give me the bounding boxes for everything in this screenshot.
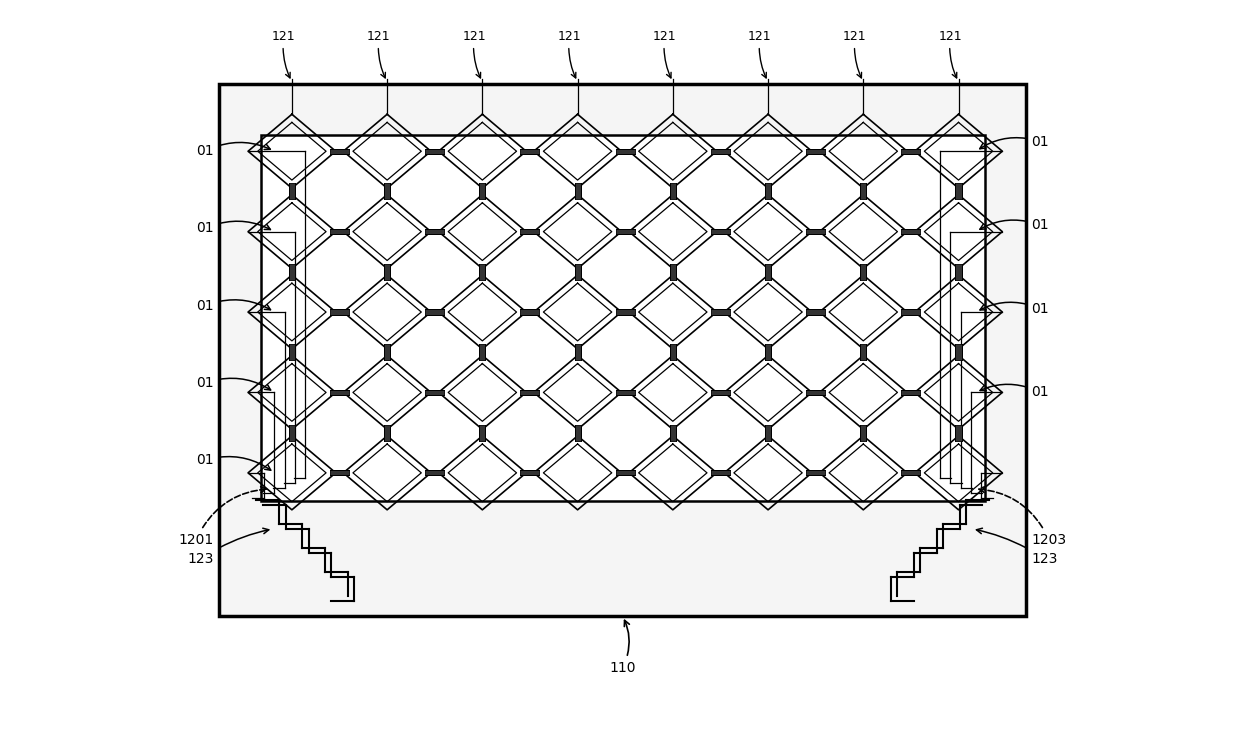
Bar xyxy=(574,264,580,280)
Bar xyxy=(521,310,539,315)
Text: 123: 123 xyxy=(187,529,269,566)
Bar xyxy=(956,184,961,200)
Bar xyxy=(480,264,485,280)
Bar xyxy=(765,184,771,200)
Bar xyxy=(861,264,867,280)
Bar xyxy=(289,184,295,200)
Bar xyxy=(861,184,867,200)
Bar xyxy=(806,470,825,475)
Bar xyxy=(219,84,1027,616)
Bar xyxy=(616,229,635,234)
Bar xyxy=(711,470,730,475)
Text: 01: 01 xyxy=(196,299,270,313)
Text: 01: 01 xyxy=(196,143,270,158)
Bar xyxy=(861,425,867,441)
Bar xyxy=(574,184,580,200)
Bar xyxy=(480,344,485,360)
Bar xyxy=(956,264,961,280)
Bar xyxy=(806,390,825,395)
Text: 121: 121 xyxy=(463,30,486,78)
Bar xyxy=(861,344,867,360)
Bar xyxy=(806,149,825,154)
Text: 121: 121 xyxy=(652,30,676,78)
Bar xyxy=(330,149,348,154)
Bar xyxy=(765,425,771,441)
Bar xyxy=(521,149,539,154)
Bar xyxy=(289,264,295,280)
Bar xyxy=(289,344,295,360)
Bar xyxy=(670,344,676,360)
Text: 01: 01 xyxy=(980,135,1049,149)
Bar xyxy=(670,184,676,200)
Bar xyxy=(521,390,539,395)
Bar xyxy=(425,149,444,154)
Text: 01: 01 xyxy=(196,221,270,236)
Bar xyxy=(425,310,444,315)
Bar xyxy=(616,149,635,154)
Bar xyxy=(901,149,920,154)
Bar xyxy=(480,425,485,441)
Bar xyxy=(670,264,676,280)
Bar xyxy=(574,344,580,360)
Text: 123: 123 xyxy=(976,529,1058,566)
Bar xyxy=(330,390,348,395)
Bar xyxy=(765,344,771,360)
Bar xyxy=(616,390,635,395)
Text: 121: 121 xyxy=(843,30,867,78)
Bar xyxy=(901,470,920,475)
Bar xyxy=(901,310,920,315)
Text: 01: 01 xyxy=(980,302,1049,315)
Bar xyxy=(711,390,730,395)
Bar xyxy=(521,470,539,475)
Text: 110: 110 xyxy=(609,620,636,675)
Bar xyxy=(806,229,825,234)
Bar xyxy=(425,470,444,475)
Bar xyxy=(384,184,391,200)
Bar xyxy=(711,229,730,234)
Bar xyxy=(901,229,920,234)
Bar xyxy=(289,425,295,441)
Text: 121: 121 xyxy=(558,30,582,78)
Text: 01: 01 xyxy=(196,453,270,470)
Text: 121: 121 xyxy=(367,30,391,78)
Text: 121: 121 xyxy=(748,30,771,78)
Bar xyxy=(480,184,485,200)
Bar xyxy=(425,390,444,395)
Bar xyxy=(574,425,580,441)
Bar xyxy=(384,264,391,280)
Text: 01: 01 xyxy=(980,218,1049,232)
Bar xyxy=(670,425,676,441)
Bar xyxy=(384,344,391,360)
Text: 01: 01 xyxy=(196,376,270,390)
Text: 1201: 1201 xyxy=(179,487,267,547)
Bar xyxy=(616,310,635,315)
Text: 01: 01 xyxy=(980,384,1049,400)
Bar xyxy=(330,229,348,234)
Bar xyxy=(260,135,985,501)
Bar xyxy=(956,344,961,360)
Text: 121: 121 xyxy=(272,30,295,78)
Bar xyxy=(806,310,825,315)
Bar xyxy=(330,310,348,315)
Bar xyxy=(521,229,539,234)
Bar xyxy=(956,425,961,441)
Bar xyxy=(901,390,920,395)
Bar xyxy=(425,229,444,234)
Text: 1203: 1203 xyxy=(978,487,1066,547)
Bar xyxy=(330,470,348,475)
Text: 121: 121 xyxy=(939,30,962,78)
Bar xyxy=(711,310,730,315)
Bar xyxy=(384,425,391,441)
Bar xyxy=(711,149,730,154)
Bar xyxy=(616,470,635,475)
Bar xyxy=(765,264,771,280)
